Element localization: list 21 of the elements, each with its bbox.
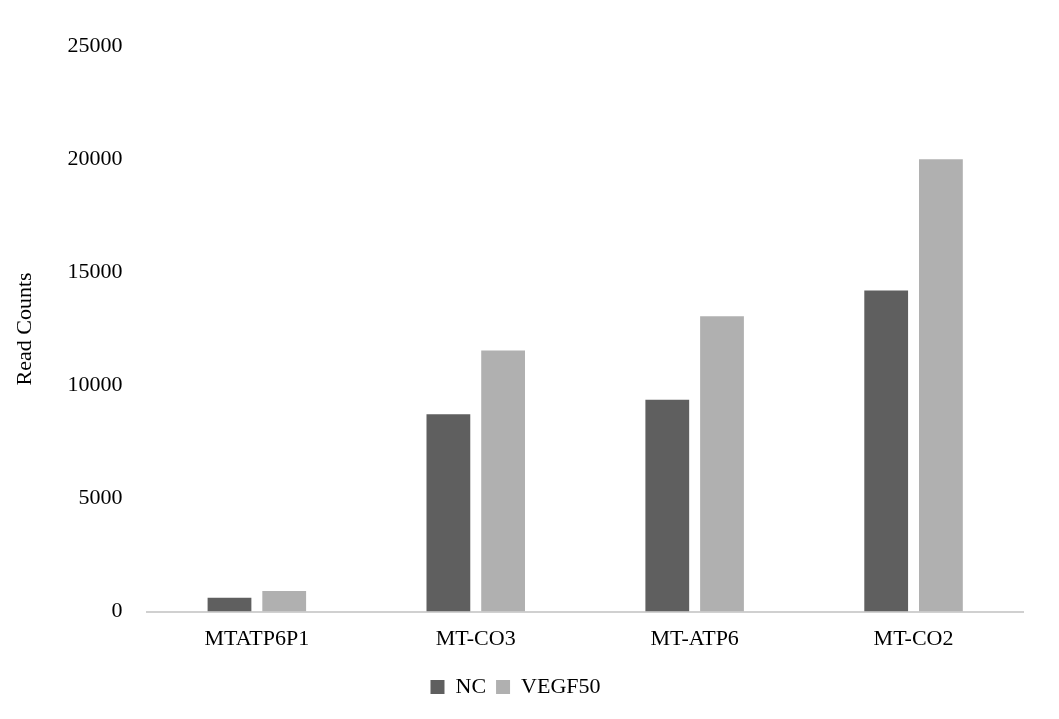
x-tick-label: MT-ATP6: [650, 624, 739, 650]
y-tick-label: 5000: [78, 484, 123, 510]
y-tick-label: 15000: [67, 258, 123, 284]
x-tick-label: MTATP6P1: [204, 624, 310, 650]
bar: [864, 290, 909, 612]
y-tick-label: 10000: [67, 371, 123, 397]
legend-label: NC: [455, 672, 487, 698]
bar: [481, 350, 525, 612]
bar: [426, 414, 471, 612]
legend-label: VEGF50: [521, 672, 601, 698]
x-tick-label: MT-CO3: [435, 624, 516, 650]
y-tick-label: 25000: [67, 31, 123, 57]
y-tick-label: 0: [111, 597, 123, 623]
bar: [207, 597, 252, 612]
bar: [262, 591, 307, 612]
bar: [645, 399, 690, 612]
x-tick-label: MT-CO2: [873, 624, 954, 650]
y-tick-label: 20000: [67, 145, 123, 171]
bar: [919, 159, 963, 612]
bar: [700, 316, 744, 612]
y-axis-title: Read Counts: [10, 272, 36, 386]
